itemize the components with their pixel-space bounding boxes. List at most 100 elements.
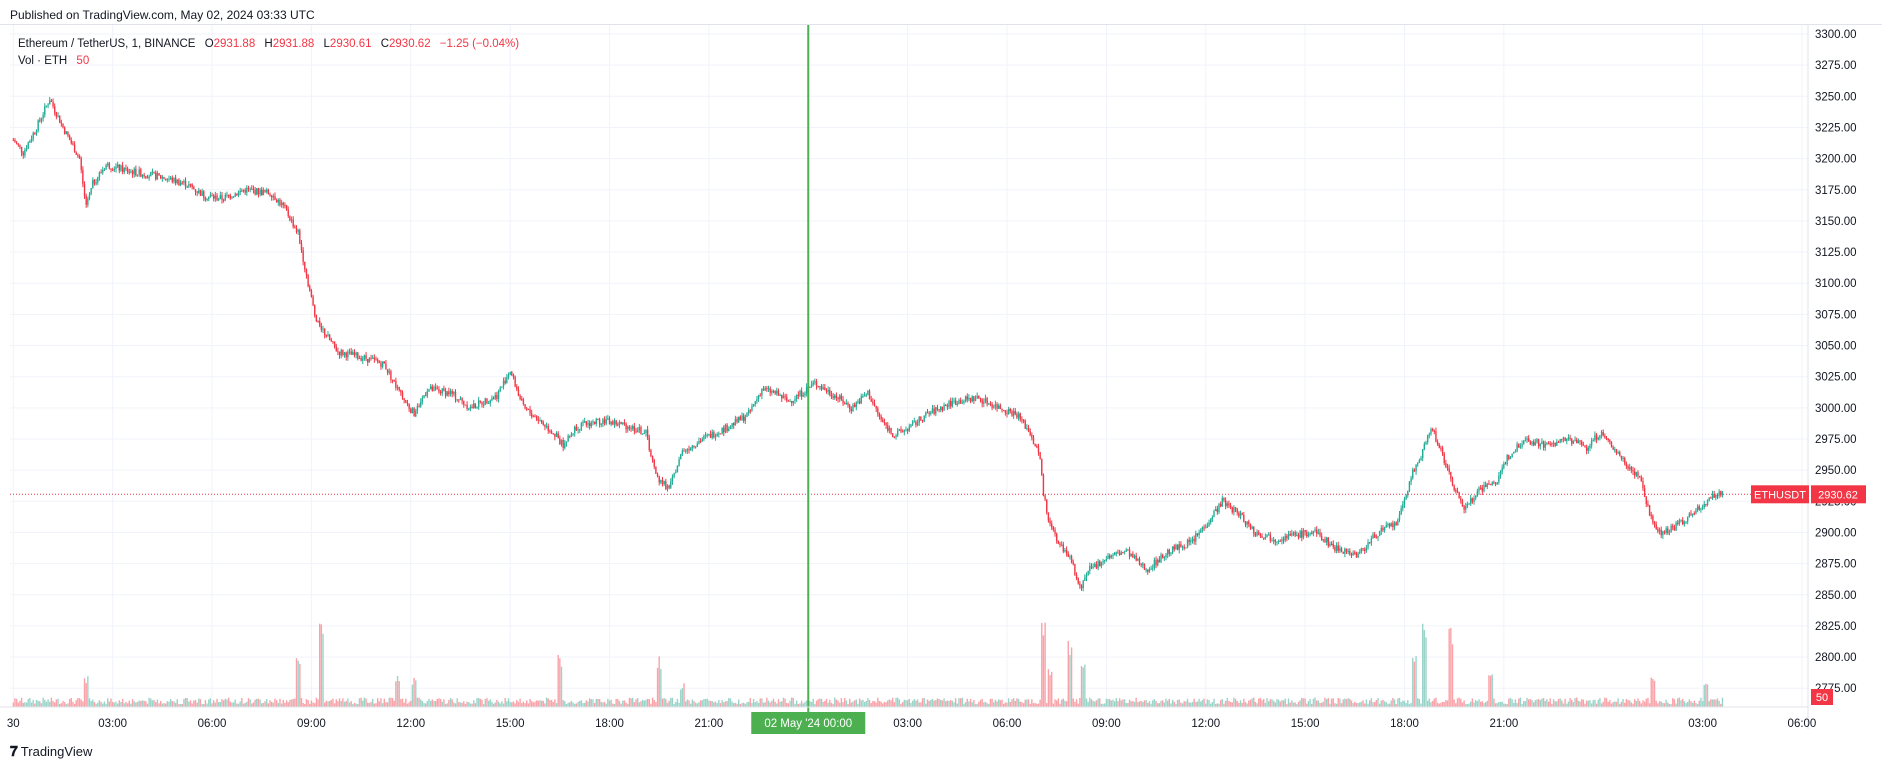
candle-body: [1188, 539, 1190, 543]
volume-bar: [153, 700, 155, 707]
candle-body: [600, 424, 602, 426]
chart-panel[interactable]: 3300.00 3275.00 3250.00 3225.00 3200.00 3175.…: [0, 24, 1882, 744]
candle-body: [189, 184, 192, 186]
candle-body: [865, 394, 867, 396]
volume-bar: [1682, 698, 1684, 707]
volume-bar: [287, 702, 289, 707]
volume-bar: [832, 703, 834, 707]
candle-body: [111, 169, 114, 171]
time-axis-label: 21:00: [1489, 718, 1518, 730]
footer-brand[interactable]: 𝟕 TradingView: [10, 743, 92, 760]
volume-bar: [108, 701, 111, 707]
candle-body: [941, 406, 944, 411]
volume-bar: [1499, 701, 1502, 707]
volume-bar: [72, 701, 74, 707]
legend-volume-label[interactable]: Vol · ETH: [18, 55, 68, 67]
candle-body: [330, 339, 332, 342]
candle-body: [287, 209, 289, 216]
volume-bar: [274, 698, 276, 707]
volume-bar: [136, 701, 139, 707]
volume-bar: [426, 700, 429, 707]
candle-body: [1335, 545, 1338, 551]
candle-body: [1387, 523, 1389, 526]
volume-bar: [761, 698, 763, 707]
candle-body: [1496, 482, 1498, 485]
volume-bar: [605, 703, 607, 707]
volume-bar: [860, 700, 862, 707]
volume-bar: [1079, 698, 1081, 707]
candle-body: [852, 404, 854, 411]
volume-bar: [438, 698, 440, 707]
volume-bar: [1104, 703, 1106, 707]
volume-bar: [931, 698, 934, 707]
candle-body: [709, 433, 712, 438]
candle-body: [1393, 522, 1396, 528]
volume-bar: [772, 698, 775, 707]
volume-bar: [1619, 703, 1621, 707]
candle-body: [201, 191, 203, 196]
volume-bar: [711, 701, 713, 707]
candle-body: [1417, 462, 1419, 465]
volume-bar: [1635, 700, 1638, 707]
price-axis-label: 3125.00: [1815, 247, 1857, 259]
volume-bar: [1655, 700, 1657, 707]
volume-bar: [1019, 701, 1021, 707]
candle-body: [1180, 544, 1182, 548]
candle-body: [100, 172, 102, 174]
candle-body: [981, 399, 983, 404]
footer-brand-text: TradingView: [20, 744, 93, 759]
volume-bar: [1421, 623, 1424, 707]
candle-body: [320, 325, 323, 330]
volume-bar: [1112, 699, 1114, 707]
volume-bar: [85, 682, 87, 707]
volume-bar: [1398, 697, 1401, 707]
candle-body: [398, 387, 400, 391]
candle-body: [116, 164, 119, 167]
volume-bar: [686, 699, 689, 707]
candle-body: [529, 409, 531, 414]
candle-body: [592, 421, 594, 423]
candle-body: [178, 179, 180, 185]
volume-bar: [1468, 703, 1470, 707]
volume-bar: [130, 703, 132, 707]
candlestick-chart[interactable]: 3300.003275.003250.003225.003200.003175.…: [0, 25, 1882, 745]
candle-body: [381, 361, 384, 367]
candle-body: [363, 355, 366, 359]
volume-bar: [993, 702, 995, 707]
volume-bar: [1294, 702, 1296, 707]
candle-body: [1002, 410, 1005, 412]
price-axis-label: 3300.00: [1815, 29, 1857, 41]
volume-bar: [762, 702, 765, 707]
candle-body: [1408, 481, 1411, 491]
candle-body: [853, 404, 856, 407]
candle-body: [512, 375, 515, 377]
volume-bar: [915, 700, 917, 707]
candle-body: [63, 127, 66, 134]
volume-bar: [1198, 698, 1200, 707]
volume-bar: [1443, 702, 1445, 707]
volume-bar: [259, 699, 261, 707]
candle-body: [1503, 463, 1505, 468]
candle-body: [199, 190, 202, 196]
volume-bar: [1276, 699, 1278, 707]
volume-bar: [35, 699, 38, 707]
volume-bar: [1286, 704, 1288, 707]
volume-bar: [284, 702, 286, 707]
volume-bar: [357, 704, 359, 707]
legend-symbol[interactable]: Ethereum / TetherUS, 1, BINANCE: [18, 38, 196, 50]
volume-bar: [1239, 700, 1242, 707]
candle-body: [1521, 444, 1523, 447]
volume-bar: [14, 698, 16, 707]
candle-body: [1695, 509, 1697, 514]
candle-body: [362, 358, 364, 361]
volume-bar: [1087, 701, 1089, 707]
volume-bar: [814, 703, 816, 707]
candle-body: [534, 416, 536, 418]
candle-body: [1213, 511, 1215, 518]
candle-body: [244, 190, 246, 193]
volume-bar: [539, 700, 541, 707]
legend-high-label: H: [264, 38, 273, 50]
volume-bar: [1524, 701, 1527, 707]
candle-body: [701, 439, 703, 442]
candle-body: [1627, 466, 1629, 469]
